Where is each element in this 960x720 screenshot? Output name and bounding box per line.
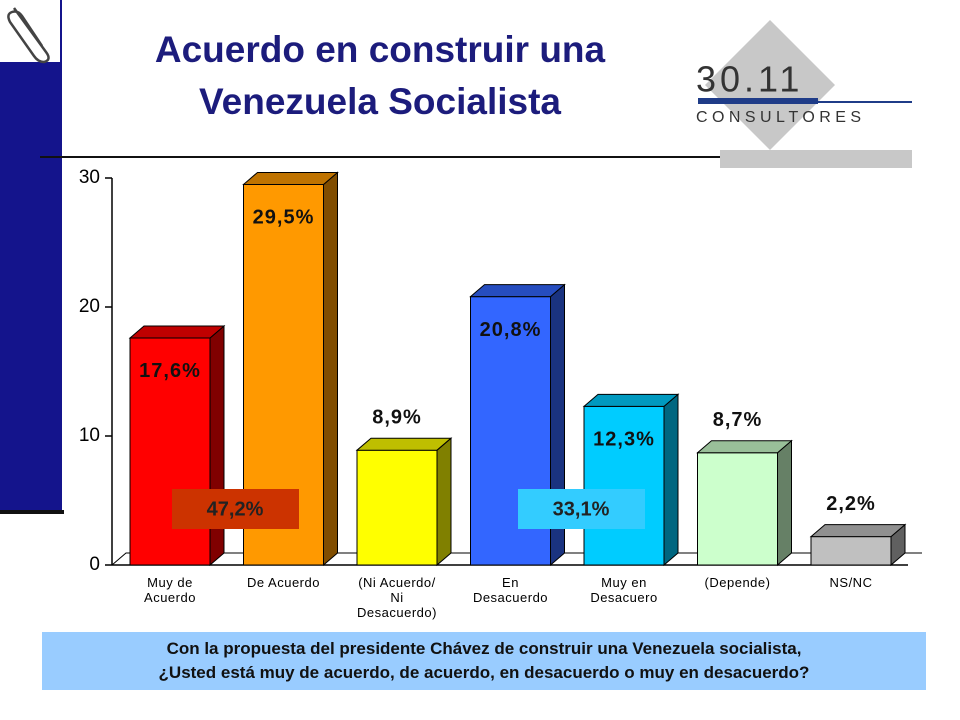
bar-side bbox=[663, 393, 679, 567]
logo-bar bbox=[720, 150, 912, 168]
value-label: 17,6% bbox=[139, 360, 201, 382]
value-label: 20,8% bbox=[480, 319, 542, 341]
logo-text: C O N S U L T O R E S bbox=[696, 109, 861, 126]
side-bar bbox=[0, 0, 62, 512]
logo-diamond bbox=[705, 20, 835, 150]
value-label: 8,7% bbox=[713, 409, 763, 431]
bar-side bbox=[209, 324, 225, 567]
bar-top bbox=[469, 284, 566, 298]
annotation: 33,1% bbox=[553, 498, 610, 520]
logo-number: 30.11 bbox=[696, 59, 803, 100]
bar-top bbox=[242, 171, 339, 185]
title: Acuerdo en construir una Venezuela Socia… bbox=[154, 29, 606, 122]
x-tick-label: Muy en Desacuero bbox=[590, 575, 658, 605]
value-label: 8,9% bbox=[372, 406, 422, 428]
annotation-box bbox=[518, 489, 645, 529]
bar bbox=[810, 536, 892, 566]
x-tick-label: En Desacuerdo bbox=[472, 575, 549, 605]
paperclip bbox=[7, 7, 50, 64]
bar-side bbox=[436, 437, 452, 567]
side-line bbox=[0, 510, 64, 514]
y-tick-label: 20 bbox=[79, 296, 100, 317]
y-tick-label: 10 bbox=[79, 425, 100, 446]
y-tick-label: 30 bbox=[79, 167, 100, 188]
logo-stripe bbox=[698, 98, 818, 104]
bar bbox=[356, 449, 438, 566]
bar-top bbox=[355, 437, 453, 451]
value-label: 29,5% bbox=[253, 207, 315, 229]
y-tick-label: 0 bbox=[89, 554, 100, 575]
bar bbox=[583, 405, 665, 566]
bar-side bbox=[323, 171, 338, 567]
bar-top bbox=[809, 524, 907, 538]
x-tick-label: Muy de Acuerdo bbox=[144, 575, 196, 605]
value-label: 12,3% bbox=[593, 429, 655, 451]
bar-top bbox=[128, 325, 226, 339]
bar-top bbox=[582, 393, 680, 407]
value-label: 2,2% bbox=[826, 493, 876, 515]
x-tick-label: NS/NC bbox=[829, 575, 873, 590]
annotation-box bbox=[172, 489, 299, 529]
bar-top bbox=[696, 440, 793, 454]
x-tick-label: De Acuerdo bbox=[247, 575, 320, 590]
bar-side bbox=[777, 439, 792, 567]
x-tick-label: (Ni Acuerdo/ Ni Desacuerdo) bbox=[357, 575, 437, 620]
bar bbox=[697, 452, 778, 566]
annotation: 47,2% bbox=[207, 498, 264, 520]
x-tick-label: (Depende) bbox=[704, 575, 771, 590]
question: Con la propuesta del presidente Chávez d… bbox=[42, 632, 926, 690]
